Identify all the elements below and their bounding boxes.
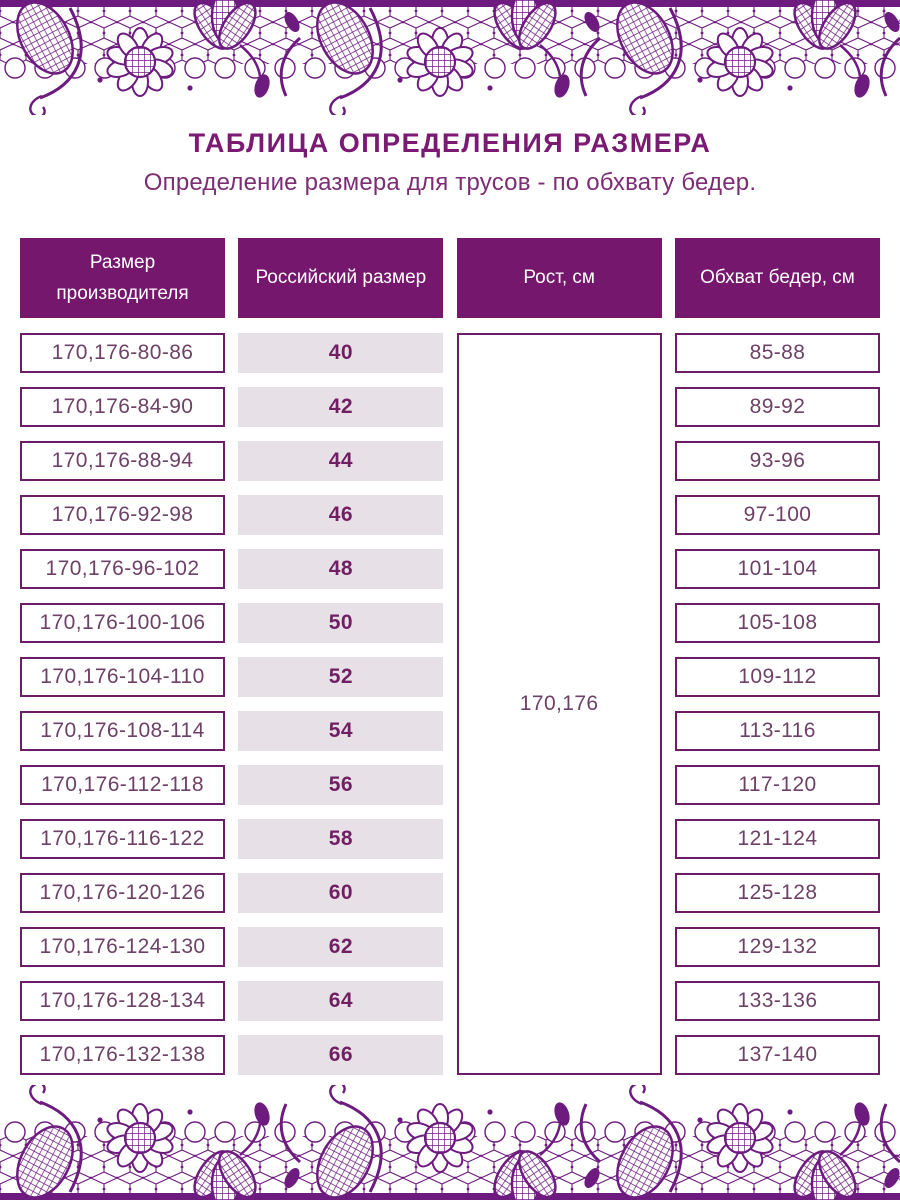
- hip-range-cell: 97-100: [674, 495, 880, 535]
- header-manufacturer-size: Размер производителя: [20, 238, 225, 318]
- russian-size-cell: 58: [238, 819, 444, 859]
- column-russian-size: Российский размер 40 42 44 46 48 50 52 54 56 58 60…: [238, 238, 444, 1089]
- page-title: ТАБЛИЦА ОПРЕДЕЛЕНИЯ РАЗМЕРА: [188, 128, 712, 158]
- hip-range-list: 85-88 89-92 93-96 97-100 101-104 105-108 109-1…: [674, 333, 880, 1075]
- hip-range-cell: 109-112: [674, 657, 880, 697]
- manufacturer-size-cell: 170,176-128-134: [20, 981, 225, 1021]
- top-lace-ornament: [0, 0, 900, 115]
- hip-range-cell: 105-108: [674, 603, 880, 643]
- column-height: Рост, см 170,176: [456, 238, 662, 1089]
- manufacturer-size-cell: 170,176-92-98: [20, 495, 225, 535]
- hip-range-cell: 93-96: [674, 441, 880, 481]
- page-subtitle: Определение размера для трусов - по обхв…: [143, 169, 757, 196]
- manufacturer-size-cell: 170,176-124-130: [20, 927, 225, 967]
- russian-size-cell: 46: [238, 495, 444, 535]
- header-hips: Обхват бедер, см: [674, 238, 880, 318]
- height-body: 170,176: [456, 333, 662, 1075]
- russian-size-cell: 56: [238, 765, 444, 805]
- heading-block: ТАБЛИЦА ОПРЕДЕЛЕНИЯ РАЗМЕРА Определение …: [0, 128, 900, 197]
- column-hips: Обхват бедер, см 85-88 89-92 93-96 97-100 10…: [674, 238, 880, 1089]
- manufacturer-size-cell: 170,176-132-138: [20, 1035, 225, 1075]
- header-russian-size: Российский размер: [238, 238, 444, 318]
- hip-range-cell: 133-136: [674, 981, 880, 1021]
- manufacturer-size-list: 170,176-80-86 170,176-84-90 170,176-88-94 1…: [20, 333, 225, 1075]
- manufacturer-size-cell: 170,176-96-102: [20, 549, 225, 589]
- manufacturer-size-cell: 170,176-88-94: [20, 441, 225, 481]
- manufacturer-size-cell: 170,176-116-122: [20, 819, 225, 859]
- russian-size-cell: 60: [238, 873, 444, 913]
- height-cell: 170,176: [456, 333, 662, 1075]
- russian-size-cell: 52: [238, 657, 444, 697]
- russian-size-cell: 62: [238, 927, 444, 967]
- manufacturer-size-cell: 170,176-108-114: [20, 711, 225, 751]
- hip-range-cell: 113-116: [674, 711, 880, 751]
- russian-size-list: 40 42 44 46 48 50 52 54 56 58 60 62 64 66: [238, 333, 444, 1075]
- hip-range-cell: 101-104: [674, 549, 880, 589]
- russian-size-cell: 42: [238, 387, 444, 427]
- manufacturer-size-cell: 170,176-80-86: [20, 333, 225, 373]
- hip-range-cell: 137-140: [674, 1035, 880, 1075]
- manufacturer-size-cell: 170,176-100-106: [20, 603, 225, 643]
- header-height: Рост, см: [456, 238, 662, 318]
- manufacturer-size-cell: 170,176-104-110: [20, 657, 225, 697]
- hip-range-cell: 85-88: [674, 333, 880, 373]
- manufacturer-size-cell: 170,176-120-126: [20, 873, 225, 913]
- hip-range-cell: 117-120: [674, 765, 880, 805]
- hip-range-cell: 89-92: [674, 387, 880, 427]
- russian-size-cell: 48: [238, 549, 444, 589]
- manufacturer-size-cell: 170,176-112-118: [20, 765, 225, 805]
- russian-size-cell: 66: [238, 1035, 444, 1075]
- manufacturer-size-cell: 170,176-84-90: [20, 387, 225, 427]
- russian-size-cell: 44: [238, 441, 444, 481]
- column-manufacturer-size: Размер производителя 170,176-80-86 170,17…: [20, 238, 225, 1089]
- hip-range-cell: 121-124: [674, 819, 880, 859]
- hip-range-cell: 125-128: [674, 873, 880, 913]
- hip-range-cell: 129-132: [674, 927, 880, 967]
- bottom-lace-ornament: [0, 1085, 900, 1200]
- russian-size-cell: 40: [238, 333, 444, 373]
- russian-size-cell: 50: [238, 603, 444, 643]
- russian-size-cell: 64: [238, 981, 444, 1021]
- russian-size-cell: 54: [238, 711, 444, 751]
- size-table: Размер производителя 170,176-80-86 170,17…: [20, 238, 880, 1089]
